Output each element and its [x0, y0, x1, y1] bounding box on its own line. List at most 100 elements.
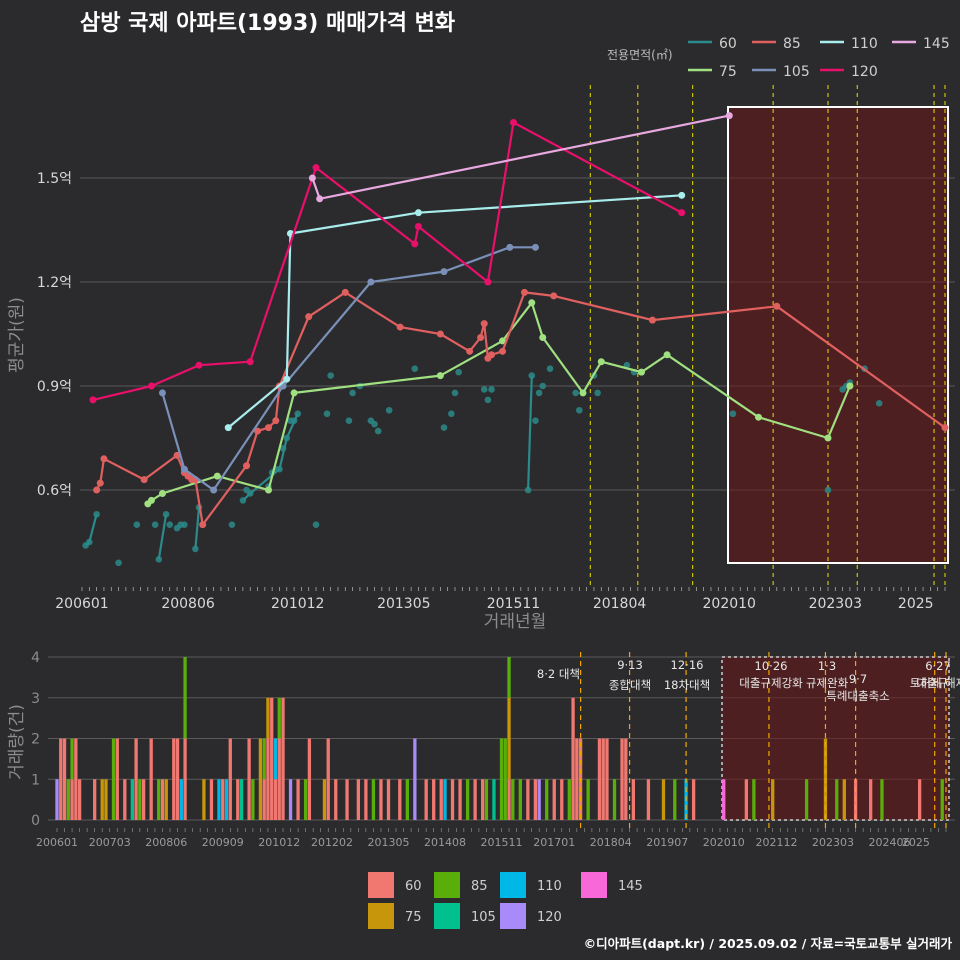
legend-key-120: [500, 903, 526, 929]
point-75: [290, 389, 298, 397]
bar-60: [141, 779, 146, 820]
line-60: [84, 514, 98, 547]
y-tick-label: 1: [31, 772, 40, 788]
point-85: [96, 479, 104, 487]
bar-60: [93, 779, 97, 820]
bar-145: [722, 779, 726, 820]
y-tick-label: 1.5억: [37, 171, 72, 187]
bar-85: [70, 738, 74, 780]
point-75: [528, 299, 536, 307]
bar-60: [277, 738, 281, 820]
bar-60: [356, 779, 361, 820]
legend-label-145: 145: [923, 36, 950, 52]
point-60: [488, 386, 495, 393]
bar-60: [691, 779, 696, 820]
x-tick-label: 202303: [809, 596, 862, 612]
bar-85: [511, 779, 515, 820]
series-60: [82, 361, 883, 567]
point-85: [941, 424, 949, 432]
bar-60: [209, 779, 214, 820]
bar-110: [217, 779, 221, 820]
point-60: [181, 521, 188, 528]
point-60: [455, 368, 462, 376]
point-85: [499, 347, 507, 355]
bar-60: [149, 738, 153, 820]
bar-60: [334, 779, 338, 820]
point-120: [195, 361, 203, 369]
point-85: [341, 288, 349, 296]
x-tick-label: 201012: [258, 836, 300, 849]
bar-60: [571, 697, 575, 820]
point-85: [648, 316, 656, 324]
bar-60: [560, 779, 564, 820]
point-60: [576, 406, 583, 414]
point-75: [499, 337, 507, 345]
legend-label-75: 75: [719, 64, 737, 80]
point-120: [147, 382, 155, 390]
chart-title: 삼방 국제 아파트(1993) 매매가격 변화: [80, 11, 455, 36]
bar-85: [303, 779, 308, 820]
bar-60: [270, 697, 274, 820]
legend-key-145: [581, 872, 607, 898]
bar-60: [398, 779, 402, 820]
point-60: [729, 410, 737, 418]
legend-key-105: [434, 903, 460, 929]
x-tick-label: 201012: [271, 596, 324, 612]
bar-85: [251, 779, 255, 820]
point-60: [374, 427, 382, 435]
point-120: [312, 164, 320, 172]
point-60: [345, 417, 353, 424]
x-tick-label: 201511: [481, 836, 523, 849]
bar-60: [473, 779, 477, 820]
point-75: [824, 434, 832, 442]
point-85: [93, 486, 101, 494]
point-85: [466, 347, 474, 355]
x-tick-label: 201408: [424, 836, 466, 849]
bar-60: [70, 779, 74, 820]
legend-key-75: [368, 903, 394, 929]
bar-60: [620, 738, 624, 820]
footer-credit: ©디아파트(dapt.kr) / 2025.09.02 / 자료=국토교통부 실…: [584, 936, 953, 951]
legend-label-85: 85: [471, 879, 488, 894]
legend-label-85: 85: [783, 36, 801, 52]
bar-60: [307, 738, 312, 820]
bar-85: [586, 779, 590, 820]
point-60: [192, 545, 199, 553]
policy-sublabel: 대출규: [916, 676, 948, 690]
y-tick-label: 0.6억: [37, 483, 72, 499]
bar-60: [77, 779, 82, 820]
bar-85: [567, 779, 571, 820]
bar-85: [545, 779, 549, 820]
legend-title: 전용면적(㎡): [607, 48, 673, 62]
line-60: [527, 375, 533, 491]
bar-75: [202, 779, 206, 820]
point-120: [89, 396, 97, 404]
x-axis-title: 거래년월: [484, 612, 547, 632]
x-tick-label: 200806: [145, 836, 187, 849]
x-tick-label: 200909: [202, 836, 244, 849]
bar-60: [134, 738, 138, 820]
bar-85: [138, 779, 142, 820]
policy-label: 9·13: [617, 658, 643, 672]
point-60: [162, 510, 170, 518]
point-75: [264, 486, 272, 494]
legend-label-105: 105: [783, 64, 810, 80]
point-85: [140, 476, 148, 484]
x-tick-label: 201701: [533, 836, 575, 849]
bar-75: [322, 779, 327, 820]
legend-label-75: 75: [405, 910, 422, 925]
bar-60: [247, 738, 251, 820]
legend-key-85: [434, 872, 460, 898]
bar-120: [537, 779, 541, 820]
series-120: [89, 119, 686, 404]
point-60: [484, 396, 492, 404]
bar-60: [296, 779, 300, 820]
point-75: [637, 368, 645, 376]
point-60: [480, 386, 488, 393]
bar-60: [281, 697, 285, 820]
point-60: [115, 559, 122, 567]
policy-sublabel: 토허제 해제: [910, 676, 960, 690]
bar-85: [752, 779, 756, 820]
bar-60: [228, 738, 232, 820]
